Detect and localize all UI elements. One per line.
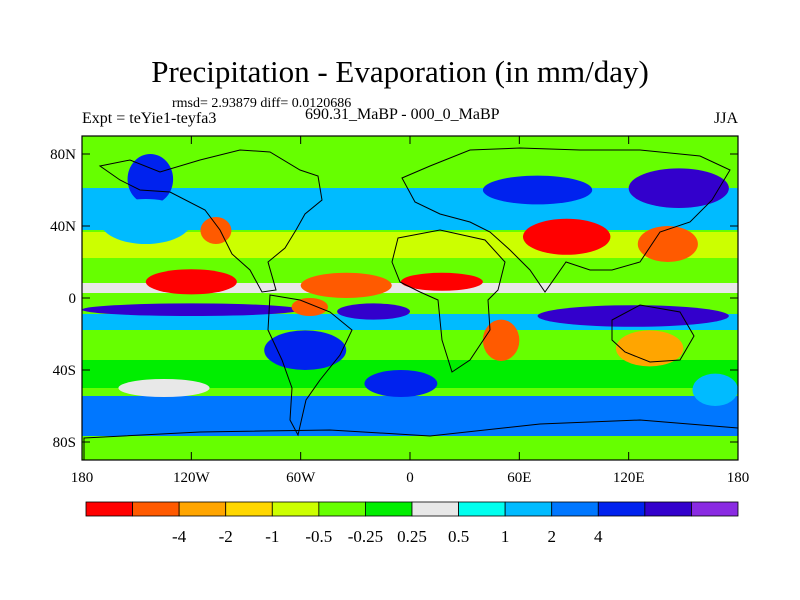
- field-region: [615, 330, 684, 367]
- colorbar-swatch: [411, 501, 459, 517]
- experiment-label: Expt = teYie1-teyfa3: [82, 110, 217, 127]
- band-subtropic-north: [82, 232, 738, 258]
- lon-tick-label: 60E: [507, 470, 531, 486]
- coast-north-america: [98, 149, 323, 293]
- field-region: [118, 379, 210, 397]
- colorbar-swatch: [271, 501, 320, 517]
- colorbar-swatch: [597, 501, 646, 517]
- field-region: [692, 373, 738, 406]
- field-region: [200, 217, 232, 244]
- colorbar-swatch: [691, 501, 739, 517]
- field-region: [145, 269, 237, 295]
- colorbar-label: 2: [547, 527, 556, 546]
- lon-tick-label: 180: [727, 470, 750, 486]
- band-southern-ocean: [82, 396, 738, 436]
- field-region: [264, 330, 347, 371]
- lat-tick-label: 40S: [53, 363, 76, 379]
- latitude-bands: [82, 188, 738, 460]
- colorbar-label: -1: [265, 527, 279, 546]
- colorbar-swatch: [178, 501, 227, 517]
- field-region: [364, 370, 438, 397]
- colorbar-swatch: [504, 501, 553, 517]
- coast-south-america: [267, 294, 353, 437]
- colorbar-label: -4: [172, 527, 187, 546]
- colorbar-label: -0.25: [348, 527, 383, 546]
- lat-tick-label: 40N: [50, 219, 76, 235]
- colorbar-label: 4: [594, 527, 603, 546]
- field-region: [522, 218, 611, 255]
- field-region: [482, 319, 520, 361]
- colorbar-swatch: [458, 501, 506, 517]
- field-region: [637, 226, 698, 262]
- colorbar-swatch: [132, 501, 180, 517]
- field-region: [337, 303, 410, 320]
- colorbar-label: -2: [219, 527, 233, 546]
- band-midlat-north: [82, 188, 738, 230]
- period-label: 690.31_MaBP - 000_0_MaBP: [305, 106, 500, 123]
- rmsd-diff-stats: rmsd= 2.93879 diff= 0.0120686: [172, 96, 352, 111]
- field-region: [300, 272, 392, 298]
- longitude-axis: 180 120W 60W 0 60E 120E 180: [71, 136, 750, 486]
- colorbar-swatch: [644, 501, 692, 517]
- colorbar-swatch: [225, 501, 273, 517]
- band-equator-north: [82, 283, 738, 293]
- field-regions: [82, 154, 738, 406]
- map-fill: [82, 136, 738, 460]
- lon-tick-label: 180: [71, 470, 94, 486]
- colorbar-label: 1: [501, 527, 510, 546]
- coast-africa: [391, 229, 506, 373]
- field-region: [400, 272, 483, 291]
- lon-tick-label: 0: [406, 470, 414, 486]
- field-region: [628, 168, 729, 208]
- field-region: [482, 175, 593, 205]
- field-region: [291, 298, 328, 316]
- colorbar-swatch: [318, 501, 366, 517]
- plot-title: Precipitation - Evaporation (in mm/day): [151, 54, 649, 89]
- season-label: JJA: [713, 110, 738, 127]
- latitude-axis: 80N 40N 0 40S 80S: [50, 147, 738, 451]
- field-region: [100, 199, 192, 244]
- lon-tick-label: 120E: [613, 470, 645, 486]
- field-region: [82, 303, 301, 316]
- colorbar-swatch: [365, 501, 413, 517]
- colorbar-label: -0.5: [305, 527, 332, 546]
- colorbar-label: 0.25: [397, 527, 427, 546]
- lat-tick-label: 80S: [53, 435, 76, 451]
- coast-antarctica: [83, 419, 738, 460]
- lat-tick-label: 0: [69, 291, 77, 307]
- coast-eurasia: [401, 147, 731, 293]
- colorbar: -4 -2 -1 -0.5 -0.25 0.25 0.5 1 2 4: [85, 501, 739, 546]
- colorbar-swatch: [85, 501, 133, 517]
- colorbar-swatch: [551, 501, 599, 517]
- lon-tick-label: 120W: [173, 470, 211, 486]
- colorbar-label: 0.5: [448, 527, 469, 546]
- field-region: [537, 305, 729, 327]
- coast-australia: [611, 304, 695, 363]
- lat-tick-label: 80N: [50, 147, 76, 163]
- coastlines: [83, 147, 738, 460]
- lon-tick-label: 60W: [286, 470, 316, 486]
